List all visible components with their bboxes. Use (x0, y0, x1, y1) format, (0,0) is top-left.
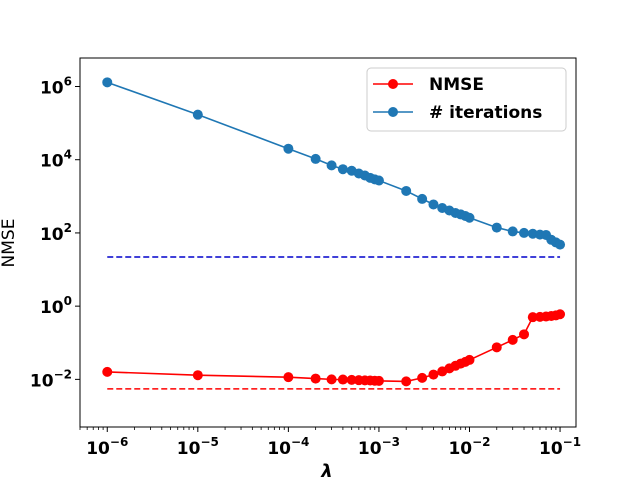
nmse-point (555, 309, 566, 320)
x-tick-label: 10−5 (177, 435, 219, 459)
y-axis-label: NMSE (0, 219, 19, 268)
nmse-point (527, 312, 538, 323)
plot-layer (102, 77, 566, 390)
nmse-point (491, 342, 502, 353)
legend-box (366, 67, 567, 132)
iterations-point (555, 239, 566, 250)
iterations-point (507, 226, 518, 237)
iterations-point (373, 175, 384, 186)
iterations-point (491, 222, 502, 233)
nmse-point (373, 375, 384, 386)
iterations-point (464, 212, 475, 223)
y-tick-label: 106 (40, 74, 72, 98)
y-tick-label: 104 (40, 148, 72, 172)
nmse-point (428, 369, 439, 380)
nmse-point (192, 370, 203, 381)
tick-layer: 10−6 10−5 10−4 10−3 10−2 10−1 10−2 100 102 104 106 (30, 74, 581, 459)
x-tick-label: 10−6 (86, 435, 128, 459)
iterations-point (428, 199, 439, 210)
y-tick-label: 10−2 (30, 367, 72, 391)
nmse-point (507, 334, 518, 345)
iterations-point (401, 185, 412, 196)
nmse-point (346, 374, 357, 385)
legend-nmse-label: NMSE (429, 75, 484, 95)
x-axis-label: λ (320, 461, 332, 480)
nmse-point (401, 376, 412, 387)
nmse-point (326, 374, 337, 385)
y-tick-label: 100 (40, 294, 72, 318)
iterations-point (310, 153, 321, 164)
legend-nmse-swatch-marker (388, 79, 398, 89)
iterations-point (192, 109, 203, 120)
iterations-point (283, 143, 294, 154)
legend: NMSE # iterations (366, 67, 567, 132)
x-tick-label: 10−3 (358, 435, 400, 459)
nmse-point (102, 366, 113, 377)
nmse-point (464, 354, 475, 365)
iterations-point (102, 77, 113, 88)
nmse-point (310, 373, 321, 384)
iterations-point (326, 160, 337, 171)
iterations-point (337, 164, 348, 175)
nmse-point (417, 372, 428, 383)
iterations-point (417, 193, 428, 204)
legend-iterations-swatch-marker (388, 107, 398, 117)
x-tick-label: 10−2 (448, 435, 490, 459)
nmse-point (519, 329, 530, 340)
x-tick-label: 10−4 (267, 435, 309, 459)
x-tick-label: 10−1 (539, 435, 581, 459)
nmse-point (337, 374, 348, 385)
nmse-point (283, 372, 294, 383)
legend-iterations-label: # iterations (429, 103, 542, 123)
axes-frame (79, 57, 577, 428)
iterations-point (519, 227, 530, 238)
y-tick-label: 102 (40, 221, 72, 245)
